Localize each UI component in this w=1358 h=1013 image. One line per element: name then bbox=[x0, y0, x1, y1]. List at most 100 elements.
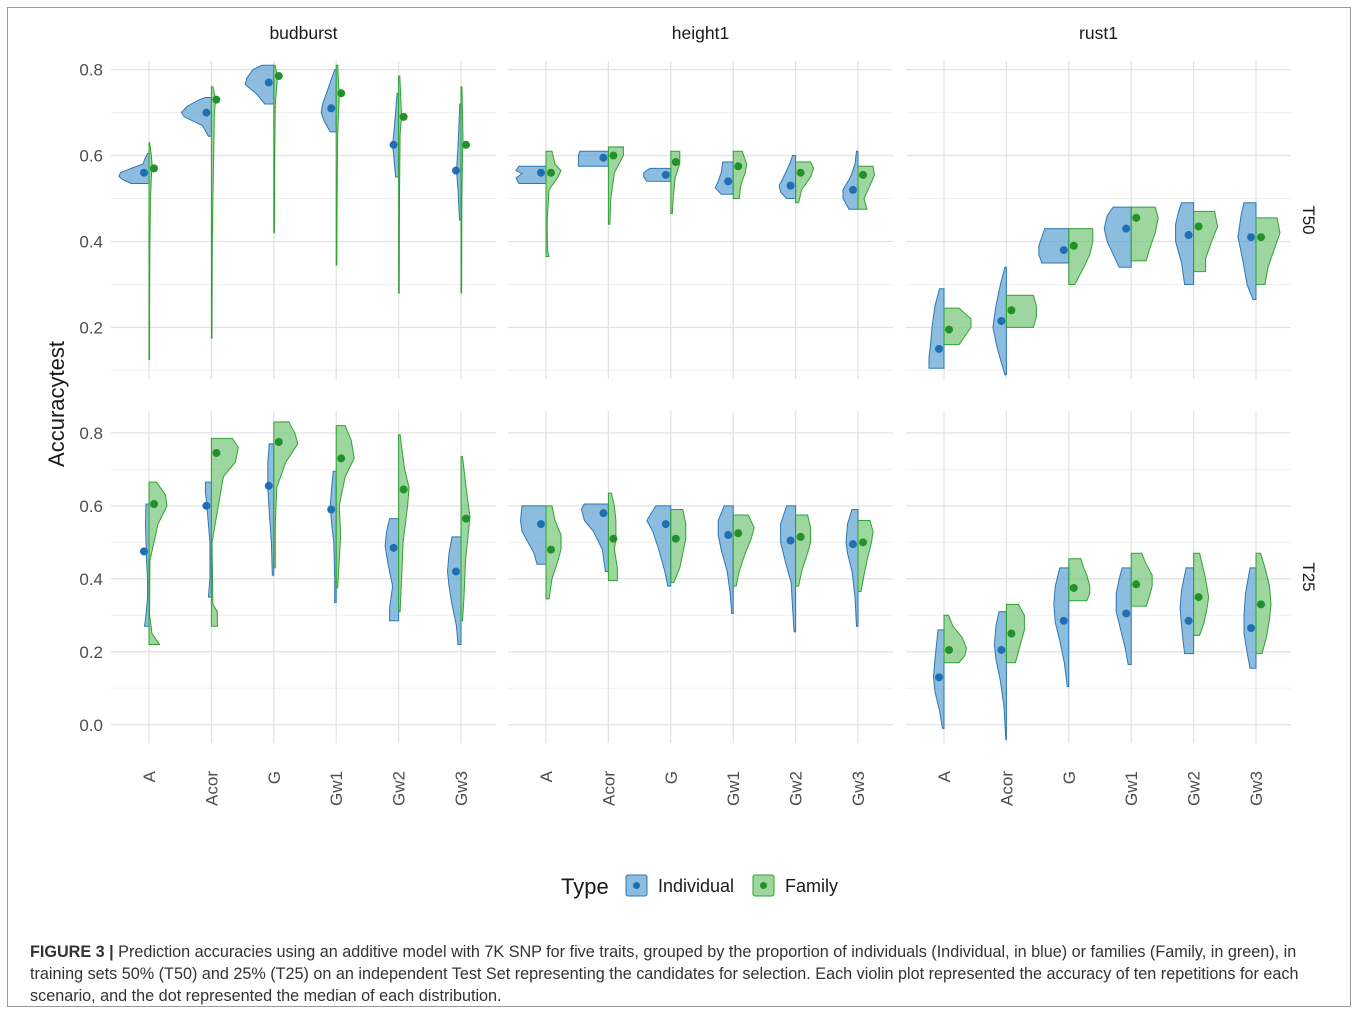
median-dot-family-Gw2 bbox=[1194, 593, 1203, 602]
x-tick-label: Gw1 bbox=[724, 771, 743, 806]
violin-family-Gw1 bbox=[335, 64, 340, 266]
median-dot-family-A bbox=[547, 545, 555, 554]
median-dot-family-A bbox=[150, 500, 158, 509]
legend-title: Type bbox=[561, 874, 609, 899]
median-dot-individual-G bbox=[661, 520, 670, 529]
facet-column-label: budburst bbox=[269, 23, 337, 43]
x-tick-label: Acor bbox=[202, 771, 221, 806]
median-dot-individual-Gw1 bbox=[1122, 609, 1131, 618]
x-tick-label: G bbox=[662, 771, 681, 784]
median-dot-family-Gw2 bbox=[796, 532, 805, 541]
violin-individual-G bbox=[267, 443, 275, 576]
x-tick-label: Gw2 bbox=[390, 771, 409, 806]
median-dot-individual-Gw3 bbox=[1247, 233, 1255, 242]
median-dot-family-A bbox=[945, 325, 953, 334]
x-tick-label: Gw1 bbox=[327, 771, 346, 806]
median-dot-individual-A bbox=[935, 344, 943, 353]
x-tick-label: A bbox=[140, 770, 159, 782]
violin-family-Gw1 bbox=[732, 150, 748, 200]
violin-individual-Acor bbox=[580, 503, 609, 573]
median-dot-family-Gw1 bbox=[337, 454, 346, 463]
median-dot-individual-Acor bbox=[997, 645, 1006, 654]
median-dot-individual-Gw2 bbox=[389, 543, 398, 552]
violin-family-Gw2 bbox=[795, 514, 812, 587]
median-dot-family-Gw3 bbox=[859, 170, 867, 179]
median-dot-individual-Gw1 bbox=[327, 104, 336, 113]
panel-rust1-T25 bbox=[906, 411, 1291, 743]
violin-individual-Gw1 bbox=[329, 470, 337, 604]
median-dot-family-G bbox=[1069, 583, 1078, 592]
median-dot-family-Gw2 bbox=[1194, 222, 1203, 231]
y-tick-label: 0.6 bbox=[79, 497, 103, 516]
median-dot-individual-Gw2 bbox=[1184, 616, 1193, 625]
panel-budburst-T25 bbox=[111, 411, 496, 743]
median-dot-family-Gw1 bbox=[337, 89, 346, 98]
violin-individual-A bbox=[143, 503, 150, 627]
violin-individual-G bbox=[244, 64, 275, 105]
x-tick-label: Gw3 bbox=[849, 771, 868, 806]
x-tick-label: Gw2 bbox=[1185, 771, 1204, 806]
y-tick-label: 0.2 bbox=[79, 643, 103, 662]
median-dot-individual-Gw2 bbox=[786, 181, 795, 190]
violin-family-Gw1 bbox=[335, 425, 355, 589]
y-tick-label: 0.2 bbox=[79, 318, 103, 337]
legend-label-individual: Individual bbox=[658, 876, 734, 896]
violin-family-A bbox=[943, 307, 972, 346]
violin-chart: 0.2 0.4 0.6 0.8 budburst height1 rust1 T50 0.0 0.… bbox=[44, 23, 1318, 899]
median-dot-family-Acor bbox=[1007, 629, 1016, 638]
legend-key-individual-dot bbox=[633, 882, 640, 889]
median-dot-individual-G bbox=[661, 170, 670, 179]
x-tick-label: G bbox=[265, 771, 284, 784]
median-dot-family-Gw1 bbox=[1132, 580, 1141, 589]
median-dot-family-Gw3 bbox=[859, 538, 867, 547]
median-dot-individual-Gw2 bbox=[389, 140, 398, 149]
y-tick-label: 0.4 bbox=[79, 232, 103, 251]
y-tick-label: 0.8 bbox=[79, 424, 103, 443]
median-dot-family-Acor bbox=[212, 448, 221, 457]
median-dot-individual-Gw1 bbox=[724, 531, 733, 540]
violin-family-G bbox=[670, 150, 681, 215]
median-dot-family-A bbox=[150, 164, 158, 173]
violin-individual-Gw2 bbox=[384, 518, 400, 622]
violin-family-Acor bbox=[1005, 294, 1037, 328]
x-tick-label: Acor bbox=[997, 771, 1016, 806]
violin-individual-Gw3 bbox=[455, 103, 462, 221]
median-dot-individual-A bbox=[140, 547, 148, 556]
violin-individual-Gw1 bbox=[320, 69, 337, 133]
violin-individual-Acor bbox=[204, 481, 212, 598]
median-dot-individual-G bbox=[264, 78, 273, 87]
median-dot-individual-Gw3 bbox=[452, 567, 460, 576]
median-dot-individual-Gw2 bbox=[786, 536, 795, 545]
violin-individual-G bbox=[1038, 228, 1070, 264]
median-dot-individual-Gw3 bbox=[849, 185, 857, 194]
violin-family-Gw1 bbox=[732, 514, 755, 587]
violin-individual-G bbox=[646, 505, 672, 587]
median-dot-family-Gw1 bbox=[734, 529, 743, 538]
median-dot-individual-G bbox=[1059, 246, 1068, 255]
median-dot-individual-A bbox=[140, 168, 148, 177]
figure-caption: FIGURE 3 | Prediction accuracies using a… bbox=[30, 941, 1350, 1007]
violin-family-G bbox=[1068, 228, 1094, 286]
violin-family-Gw2 bbox=[398, 434, 410, 613]
violin-individual-Gw3 bbox=[1243, 567, 1257, 669]
facet-column-label: height1 bbox=[672, 23, 729, 43]
median-dot-family-Acor bbox=[212, 95, 221, 104]
violin-individual-A bbox=[519, 505, 547, 565]
violin-family-G bbox=[273, 421, 299, 569]
violin-individual-Gw2 bbox=[1179, 567, 1195, 655]
median-dot-family-G bbox=[274, 72, 283, 81]
median-dot-individual-G bbox=[264, 481, 273, 490]
median-dot-family-Gw2 bbox=[796, 168, 805, 177]
median-dot-individual-A bbox=[537, 520, 545, 529]
violin-family-G bbox=[273, 64, 278, 234]
median-dot-family-G bbox=[671, 157, 680, 166]
x-tick-label: A bbox=[935, 770, 954, 782]
caption-label: FIGURE 3 | bbox=[30, 943, 114, 961]
median-dot-individual-A bbox=[935, 673, 943, 682]
violin-family-Gw3 bbox=[460, 456, 471, 622]
median-dot-family-Gw3 bbox=[462, 514, 470, 523]
median-dot-family-G bbox=[1069, 241, 1078, 250]
violin-individual-A bbox=[928, 288, 945, 369]
median-dot-individual-Acor bbox=[997, 316, 1006, 325]
median-dot-individual-Gw3 bbox=[452, 166, 460, 175]
